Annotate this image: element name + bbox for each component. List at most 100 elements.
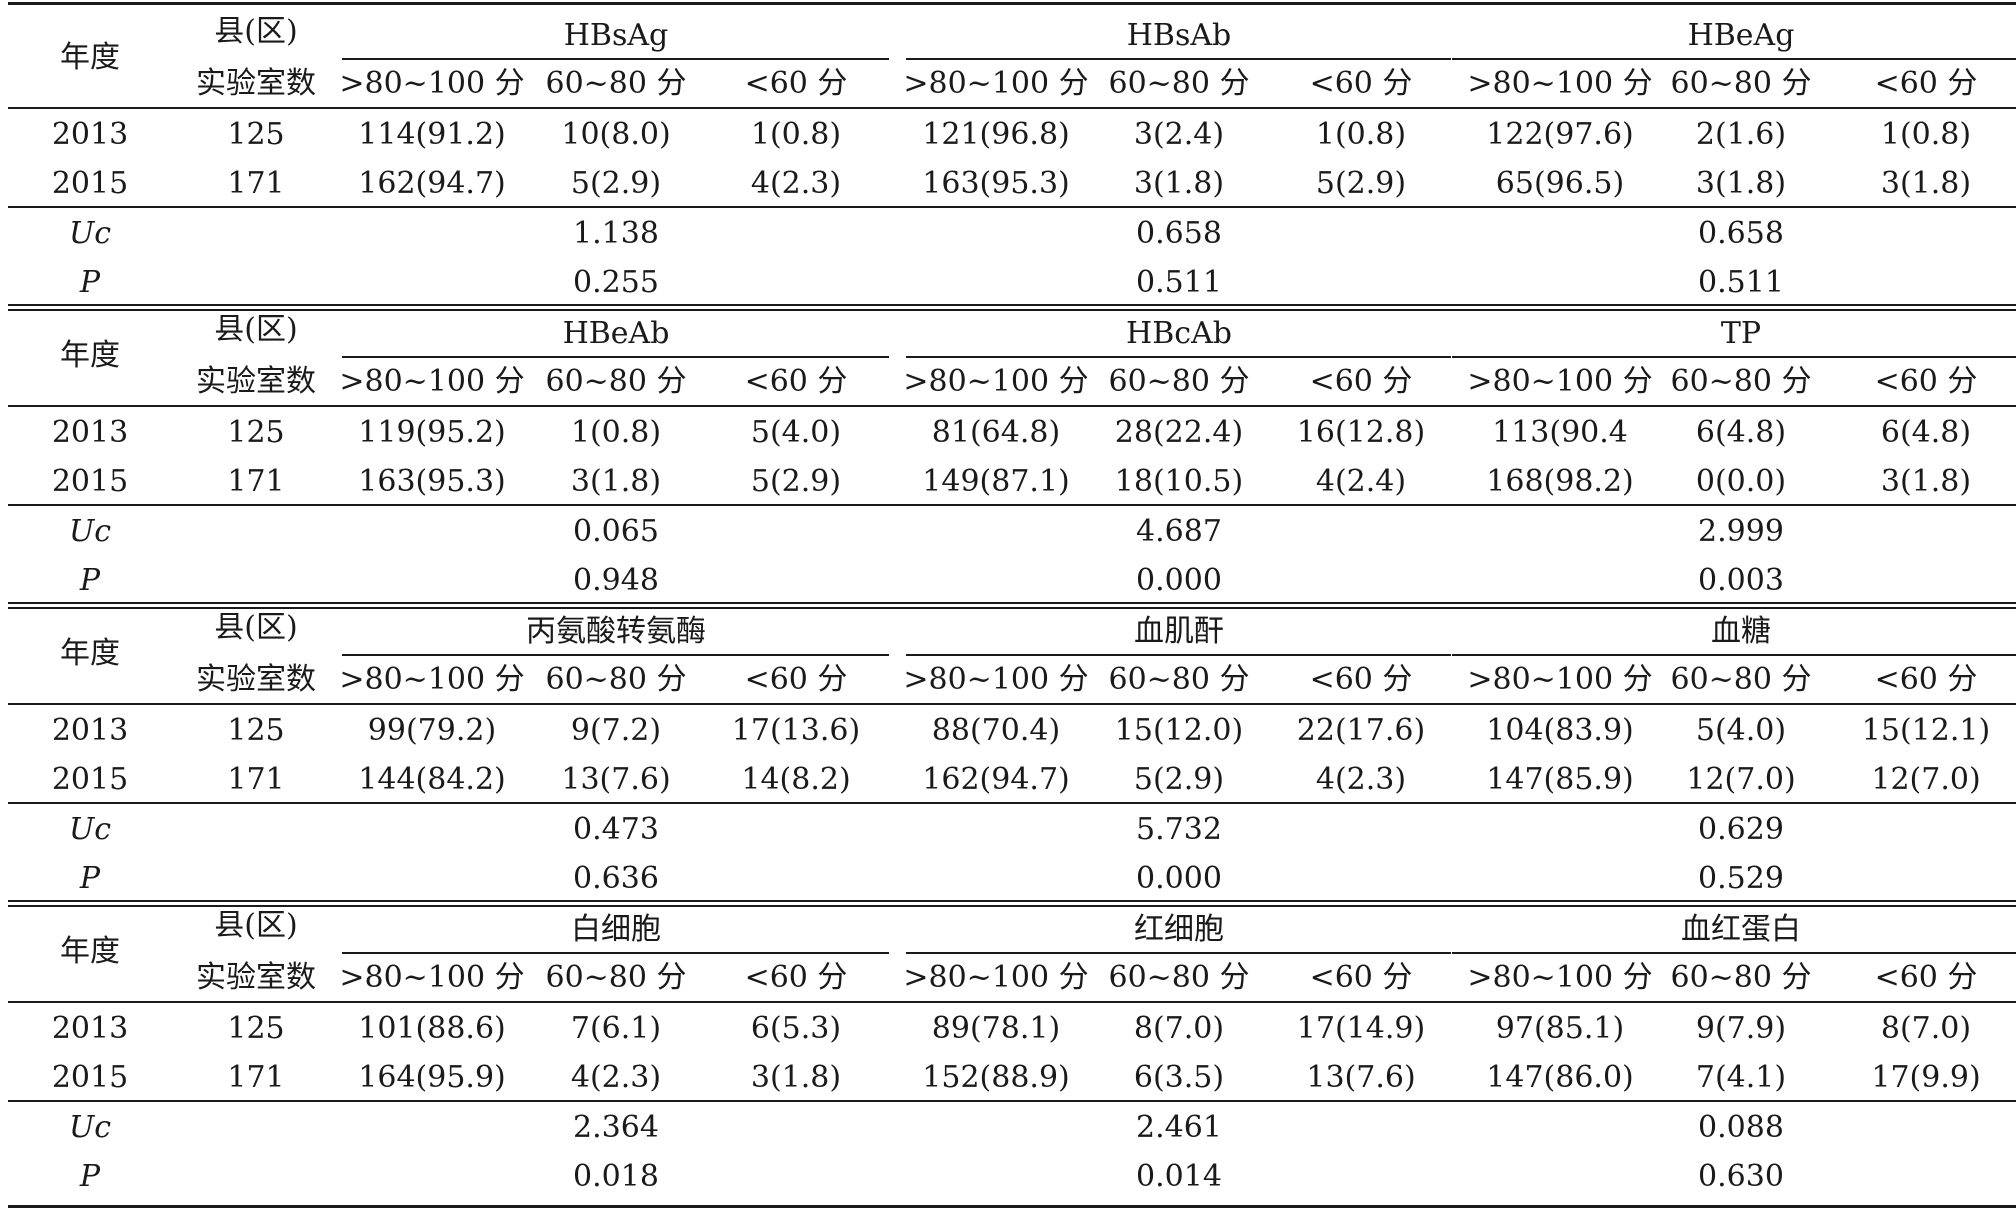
row-lab-count: 125 (227, 415, 285, 450)
block-separator-rule (8, 309, 2016, 311)
score-band-header: 60~80 分 (1108, 66, 1250, 101)
data-cell: 113(90.4 (1492, 415, 1628, 450)
group-underline-rule (906, 58, 1451, 60)
data-cell: 162(94.7) (358, 166, 506, 201)
row-lab-count: 125 (227, 713, 285, 748)
data-cell: 13(7.6) (561, 762, 671, 797)
score-band-header: >80~100 分 (339, 364, 525, 399)
p-label: P (79, 265, 101, 300)
group-underline-rule (342, 356, 889, 358)
header-bottom-rule (8, 703, 2016, 705)
row-year: 2015 (51, 166, 129, 201)
uc-value: 0.088 (1698, 1110, 1784, 1145)
indicator-group-header: 红细胞 (1134, 912, 1224, 947)
row-year: 2013 (51, 1011, 129, 1046)
uc-value: 4.687 (1136, 514, 1222, 549)
data-cell: 89(78.1) (931, 1011, 1061, 1046)
data-bottom-rule (8, 504, 2016, 506)
year-header: 年度 (60, 338, 120, 373)
data-cell: 149(87.1) (922, 464, 1070, 499)
score-band-header: >80~100 分 (339, 66, 525, 101)
p-value: 0.255 (573, 265, 659, 300)
group-underline-rule (1452, 654, 2016, 656)
indicator-group-header: TP (1720, 316, 1762, 351)
data-cell: 3(1.8) (1133, 166, 1225, 201)
data-cell: 22(17.6) (1296, 713, 1426, 748)
data-cell: 6(4.8) (1880, 415, 1972, 450)
row-year: 2015 (51, 762, 129, 797)
p-value: 0.003 (1698, 563, 1784, 598)
county-header: 县(区) (214, 312, 298, 347)
data-cell: 4(2.3) (570, 1060, 662, 1095)
score-band-header: >80~100 分 (1467, 662, 1653, 697)
data-cell: 4(2.4) (1315, 464, 1407, 499)
p-value: 0.000 (1136, 563, 1222, 598)
data-cell: 17(9.9) (1871, 1060, 1981, 1095)
data-cell: 14(8.2) (741, 762, 851, 797)
lab-count-header: 实验室数 (196, 66, 316, 101)
indicator-group-header: 血肌酐 (1134, 614, 1224, 649)
score-band-header: >80~100 分 (339, 662, 525, 697)
row-lab-count: 171 (227, 762, 285, 797)
indicator-group-header: 丙氨酸转氨酶 (526, 614, 706, 649)
data-cell: 8(7.0) (1133, 1011, 1225, 1046)
data-cell: 104(83.9) (1486, 713, 1634, 748)
score-band-header: >80~100 分 (1467, 66, 1653, 101)
data-cell: 65(96.5) (1495, 166, 1625, 201)
p-value: 0.630 (1698, 1159, 1784, 1194)
uc-value: 2.461 (1136, 1110, 1222, 1145)
indicator-group-header: 白细胞 (571, 912, 661, 947)
data-cell: 163(95.3) (358, 464, 506, 499)
data-cell: 12(7.0) (1686, 762, 1796, 797)
data-cell: 101(88.6) (358, 1011, 506, 1046)
data-cell: 1(0.8) (570, 415, 662, 450)
block-separator-rule (8, 905, 2016, 907)
block-separator-rule (8, 607, 2016, 609)
table-top-rule (8, 2, 2016, 5)
score-band-header: <60 分 (1874, 66, 1978, 101)
county-header: 县(区) (214, 908, 298, 943)
row-lab-count: 171 (227, 1060, 285, 1095)
p-value: 0.948 (573, 563, 659, 598)
row-lab-count: 125 (227, 1011, 285, 1046)
data-cell: 6(3.5) (1133, 1060, 1225, 1095)
group-underline-rule (342, 952, 889, 954)
county-header: 县(区) (214, 14, 298, 49)
uc-label: Uc (68, 812, 112, 847)
block-separator-rule (8, 900, 2016, 902)
data-cell: 12(7.0) (1871, 762, 1981, 797)
uc-value: 0.658 (1698, 216, 1784, 251)
indicator-group-header: HBeAg (1687, 18, 1795, 53)
data-cell: 122(97.6) (1486, 117, 1634, 152)
data-cell: 7(4.1) (1695, 1060, 1787, 1095)
p-value: 0.511 (1698, 265, 1784, 300)
table-bottom-rule (8, 1205, 2016, 1208)
data-bottom-rule (8, 206, 2016, 208)
uc-value: 0.629 (1698, 812, 1784, 847)
data-cell: 152(88.9) (922, 1060, 1070, 1095)
data-cell: 17(14.9) (1296, 1011, 1426, 1046)
header-bottom-rule (8, 107, 2016, 109)
header-bottom-rule (8, 1001, 2016, 1003)
data-cell: 99(79.2) (367, 713, 497, 748)
row-lab-count: 171 (227, 166, 285, 201)
data-cell: 97(85.1) (1495, 1011, 1625, 1046)
data-cell: 119(95.2) (358, 415, 506, 450)
block-separator-rule (8, 304, 2016, 306)
data-cell: 3(2.4) (1133, 117, 1225, 152)
block-separator-rule (8, 602, 2016, 604)
score-band-header: >80~100 分 (903, 960, 1089, 995)
data-cell: 5(4.0) (1695, 713, 1787, 748)
p-label: P (79, 861, 101, 896)
score-band-header: 60~80 分 (545, 662, 687, 697)
lab-count-header: 实验室数 (196, 960, 316, 995)
group-underline-rule (906, 356, 1451, 358)
score-band-header: 60~80 分 (545, 364, 687, 399)
data-cell: 164(95.9) (358, 1060, 506, 1095)
data-cell: 7(6.1) (570, 1011, 662, 1046)
score-band-header: 60~80 分 (545, 960, 687, 995)
uc-value: 1.138 (573, 216, 659, 251)
uc-label: Uc (68, 514, 112, 549)
p-value: 0.636 (573, 861, 659, 896)
score-band-header: 60~80 分 (1108, 364, 1250, 399)
